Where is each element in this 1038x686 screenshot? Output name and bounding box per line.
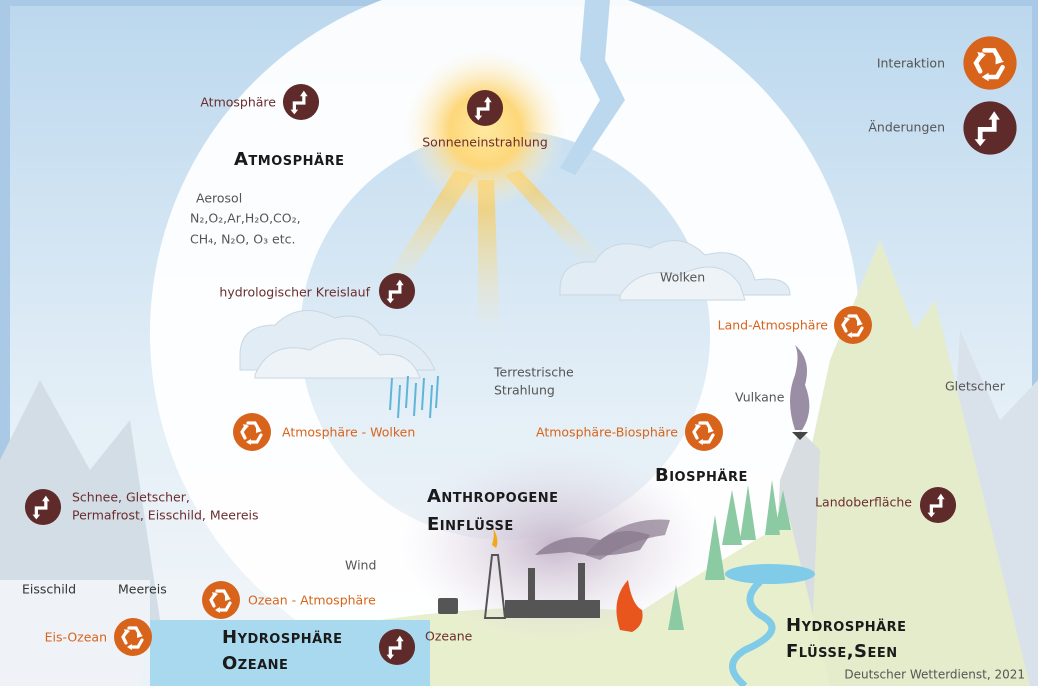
heading: Einflüsse	[427, 514, 514, 535]
label: Vulkane	[735, 390, 785, 405]
land	[380, 520, 830, 686]
label: hydrologischer Kreislauf	[219, 285, 370, 300]
heading: Atmosphäre	[234, 149, 345, 170]
label: Strahlung	[494, 383, 555, 398]
trees	[668, 480, 791, 630]
industry	[438, 519, 670, 632]
label: Meereis	[118, 582, 167, 597]
heading: Ozeane	[222, 653, 288, 674]
label: Land-Atmosphäre	[718, 318, 829, 333]
ring-crack	[560, 0, 625, 175]
label: Eis-Ozean	[45, 630, 107, 645]
volcano	[790, 345, 810, 440]
change-icon	[24, 488, 62, 526]
label: Atmosphäre - Wolken	[282, 425, 415, 440]
legend-label: Änderungen	[868, 120, 945, 135]
label: Eisschild	[22, 582, 76, 597]
composition: CH₄, N₂O, O₃ etc.	[190, 232, 296, 247]
change-icon	[282, 83, 320, 121]
change-icon	[378, 628, 416, 666]
heading: Anthropogene	[427, 486, 559, 507]
heading: Hydrosphäre	[786, 615, 907, 636]
label: Schnee, Gletscher,	[72, 490, 190, 505]
clouds	[239, 239, 791, 379]
interaction-icon	[684, 412, 724, 452]
heading: Biosphäre	[655, 465, 748, 486]
label: Landoberfläche	[815, 495, 912, 510]
label: Gletscher	[945, 379, 1006, 394]
change-icon	[919, 486, 957, 524]
label: Wind	[345, 558, 376, 573]
sun	[385, 50, 600, 335]
label: Ozeane	[425, 629, 473, 644]
interaction-icon	[113, 617, 153, 657]
composition: N₂,O₂,Ar,H₂O,CO₂,	[190, 211, 301, 226]
ocean	[140, 620, 430, 686]
river	[729, 579, 776, 686]
label: Wolken	[660, 270, 705, 285]
rain	[389, 375, 439, 419]
legend-label: Interaktion	[877, 56, 945, 71]
interaction-icon	[201, 580, 241, 620]
change-icon	[466, 89, 504, 127]
change-icon	[963, 101, 1016, 154]
interaction-icon	[833, 305, 873, 345]
label: Sonneneinstrahlung	[422, 135, 548, 150]
credit: Deutscher Wetterdienst, 2021	[844, 668, 1025, 682]
change-icon	[378, 272, 416, 310]
label: Atmosphäre-Biosphäre	[536, 425, 678, 440]
composition: Aerosol	[196, 191, 242, 206]
label: Permafrost, Eisschild, Meereis	[72, 508, 259, 523]
lake	[725, 564, 815, 584]
heading: Flüsse,Seen	[786, 641, 898, 662]
label: Terrestrische	[493, 365, 574, 380]
label: Ozean - Atmosphäre	[248, 593, 376, 608]
interaction-icon	[963, 36, 1016, 89]
label: Atmosphäre	[200, 95, 276, 110]
heading: Hydrosphäre	[222, 627, 343, 648]
interaction-icon	[232, 412, 272, 452]
